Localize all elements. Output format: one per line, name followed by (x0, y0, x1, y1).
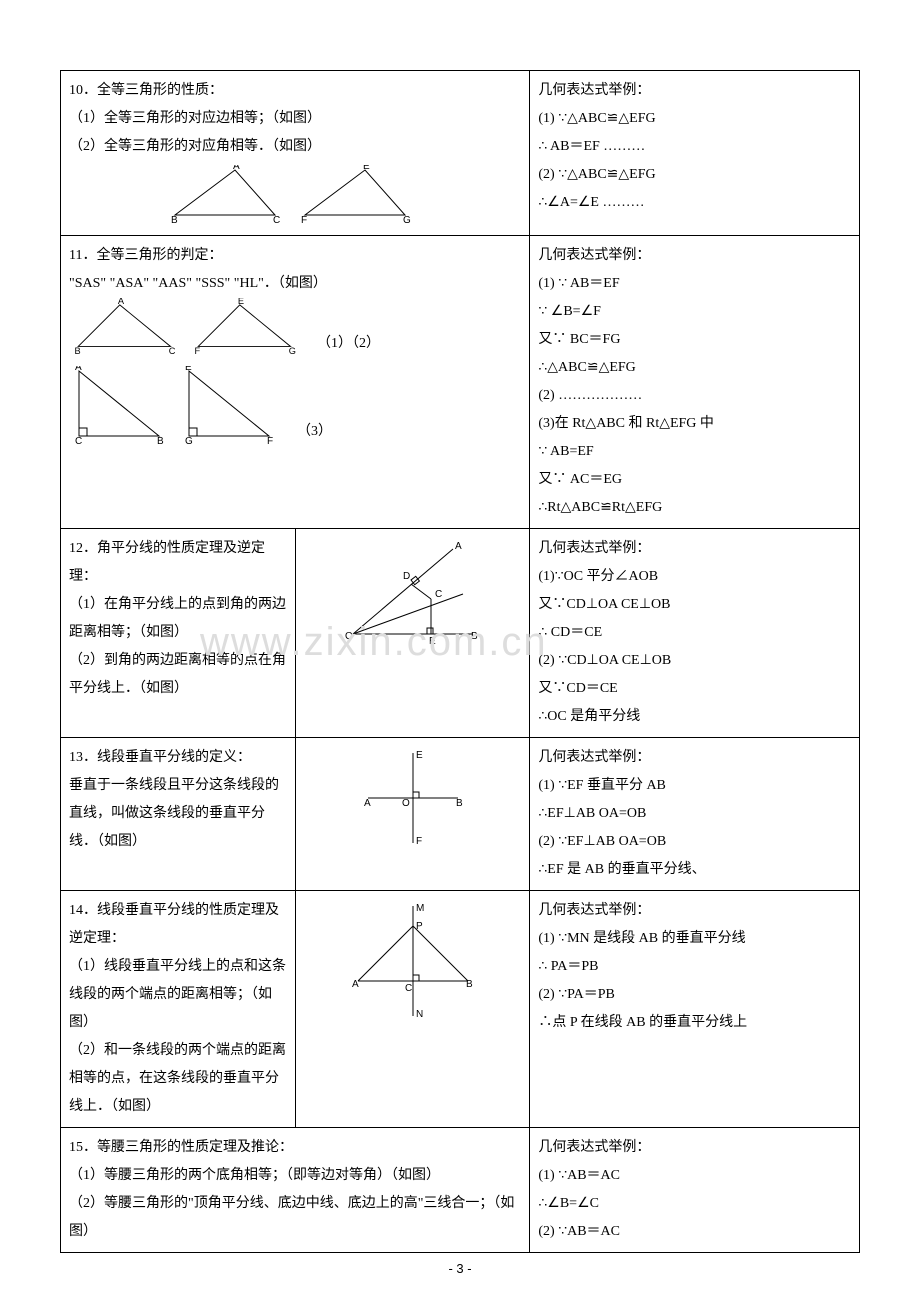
row10-r3: (2) ∵△ABC≌△EFG (538, 161, 851, 189)
fig-label-12: （1）（2） (317, 330, 380, 358)
row12-r1: (1)∵OC 平分∠AOB (538, 563, 851, 591)
row14-r4: ∴点 P 在线段 AB 的垂直平分线上 (538, 1009, 851, 1037)
row14-l1: （1）线段垂直平分线上的点和这条线段的两个端点的距离相等；（如图） (69, 953, 287, 1037)
row12-title: 12．角平分线的性质定理及逆定理： (69, 535, 287, 591)
row13-r4: ∴EF 是 AB 的垂直平分线、 (538, 856, 851, 884)
row14-r3: (2) ∵PA＝PB (538, 981, 851, 1009)
svg-text:C: C (169, 346, 176, 356)
svg-text:E: E (416, 750, 423, 761)
svg-text:G: G (289, 346, 296, 356)
row15-l1: （1）等腰三角形的两个底角相等；（即等边对等角）（如图） (69, 1162, 521, 1190)
svg-text:A: A (455, 541, 462, 552)
row11-r6: (3)在 Rt△ABC 和 Rt△EFG 中 (538, 410, 851, 438)
svg-text:O: O (402, 798, 410, 809)
row13-r3: (2) ∵EF⊥AB OA=OB (538, 828, 851, 856)
svg-text:A: A (364, 798, 371, 809)
row14-r1: (1) ∵MN 是线段 AB 的垂直平分线 (538, 925, 851, 953)
svg-text:O: O (345, 631, 353, 642)
row11-r7: ∵ AB=EF (538, 438, 851, 466)
row10-r1: (1) ∵△ABC≌△EFG (538, 105, 851, 133)
row13-r0: 几何表达式举例： (538, 744, 851, 772)
triangle-pair-icon: A B C E F G (165, 165, 425, 225)
row13-r1: (1) ∵EF 垂直平分 AB (538, 772, 851, 800)
page-number: - 3 - (60, 1261, 860, 1276)
row10-r4: ∴∠A=∠E ……… (538, 189, 851, 217)
row10-l2: （2）全等三角形的对应角相等．（如图） (69, 133, 521, 161)
row15-r0: 几何表达式举例： (538, 1134, 851, 1162)
row14-r0: 几何表达式举例： (538, 897, 851, 925)
row10-r0: 几何表达式举例： (538, 77, 851, 105)
svg-text:B: B (456, 798, 463, 809)
perp-bisector-icon: A B O E F (358, 748, 468, 848)
row12-r6: ∴OC 是角平分线 (538, 703, 851, 731)
row13-l1: 垂直于一条线段且平分这条线段的直线，叫做这条线段的垂直平分线．（如图） (69, 772, 287, 856)
row13-title: 13．线段垂直平分线的定义： (69, 744, 287, 772)
row11-r3: 又∵ BC＝FG (538, 326, 851, 354)
row15-r3: (2) ∵AB＝AC (538, 1218, 851, 1246)
row11-r1: (1) ∵ AB＝EF (538, 270, 851, 298)
row10-r2: ∴ AB＝EF ……… (538, 133, 851, 161)
row10-l1: （1）全等三角形的对应边相等；（如图） (69, 105, 521, 133)
row10-title: 10．全等三角形的性质： (69, 77, 521, 105)
svg-text:E: E (185, 366, 192, 373)
perp-bisector-triangle-icon: A B C M N P (348, 901, 478, 1021)
svg-text:A: A (118, 298, 125, 306)
row12-l2: （2）到角的两边距离相等的点在角平分线上．（如图） (69, 647, 287, 703)
row11-title: 11．全等三角形的判定： (69, 242, 521, 270)
row12-l1: （1）在角平分线上的点到角的两边距离相等；（如图） (69, 591, 287, 647)
svg-text:F: F (267, 436, 273, 446)
row14-title: 14．线段垂直平分线的性质定理及逆定理： (69, 897, 287, 953)
row14-l2: （2）和一条线段的两个端点的距离相等的点，在这条线段的垂直平分线上．（如图） (69, 1037, 287, 1121)
svg-text:E: E (429, 636, 436, 647)
svg-text:M: M (416, 903, 424, 914)
svg-text:B: B (171, 215, 178, 225)
svg-text:D: D (403, 571, 410, 582)
row12-r4: (2) ∵CD⊥OA CE⊥OB (538, 647, 851, 675)
row11-r8: 又∵ AC＝EG (538, 466, 851, 494)
svg-text:E: E (238, 298, 244, 306)
row11-r2: ∵ ∠B=∠F (538, 298, 851, 326)
svg-text:C: C (405, 983, 412, 994)
svg-text:E: E (363, 165, 370, 172)
svg-text:G: G (403, 215, 411, 225)
angle-bisector-icon: O A B C D E (343, 539, 483, 649)
svg-text:N: N (416, 1009, 423, 1020)
row11-r5: (2) ……………… (538, 382, 851, 410)
svg-text:F: F (301, 215, 307, 225)
svg-text:C: C (75, 436, 82, 446)
row11-r4: ∴△ABC≌△EFG (538, 354, 851, 382)
fig-label-3: （3） (297, 418, 332, 446)
triangle-pair-icon: A B C E F G (69, 298, 309, 358)
svg-text:C: C (273, 215, 280, 225)
svg-text:P: P (416, 921, 423, 932)
svg-text:F: F (195, 346, 201, 356)
row15-r1: (1) ∵AB＝AC (538, 1162, 851, 1190)
svg-text:B: B (471, 631, 478, 642)
row15-l2: （2）等腰三角形的"顶角平分线、底边中线、底边上的高"三线合一；（如图） (69, 1190, 521, 1246)
svg-text:B: B (75, 346, 81, 356)
row12-r5: 又∵CD＝CE (538, 675, 851, 703)
svg-text:A: A (75, 366, 82, 373)
row11-r9: ∴Rt△ABC≌Rt△EFG (538, 494, 851, 522)
svg-text:A: A (233, 165, 240, 172)
svg-text:F: F (416, 836, 422, 847)
svg-text:A: A (352, 979, 359, 990)
row11-l1: "SAS" "ASA" "AAS" "SSS" "HL"．（如图） (69, 270, 521, 298)
right-triangle-pair-icon: A C B E G F (69, 366, 289, 446)
row13-r2: ∴EF⊥AB OA=OB (538, 800, 851, 828)
row15-title: 15．等腰三角形的性质定理及推论： (69, 1134, 521, 1162)
svg-text:C: C (435, 589, 442, 600)
content-table: 10．全等三角形的性质： （1）全等三角形的对应边相等；（如图） （2）全等三角… (60, 70, 860, 1253)
svg-text:G: G (185, 436, 193, 446)
row14-r2: ∴ PA＝PB (538, 953, 851, 981)
svg-text:B: B (157, 436, 164, 446)
svg-text:B: B (466, 979, 473, 990)
row15-r2: ∴∠B=∠C (538, 1190, 851, 1218)
row12-r3: ∴ CD＝CE (538, 619, 851, 647)
row11-r0: 几何表达式举例： (538, 242, 851, 270)
row12-r0: 几何表达式举例： (538, 535, 851, 563)
row12-r2: 又∵CD⊥OA CE⊥OB (538, 591, 851, 619)
